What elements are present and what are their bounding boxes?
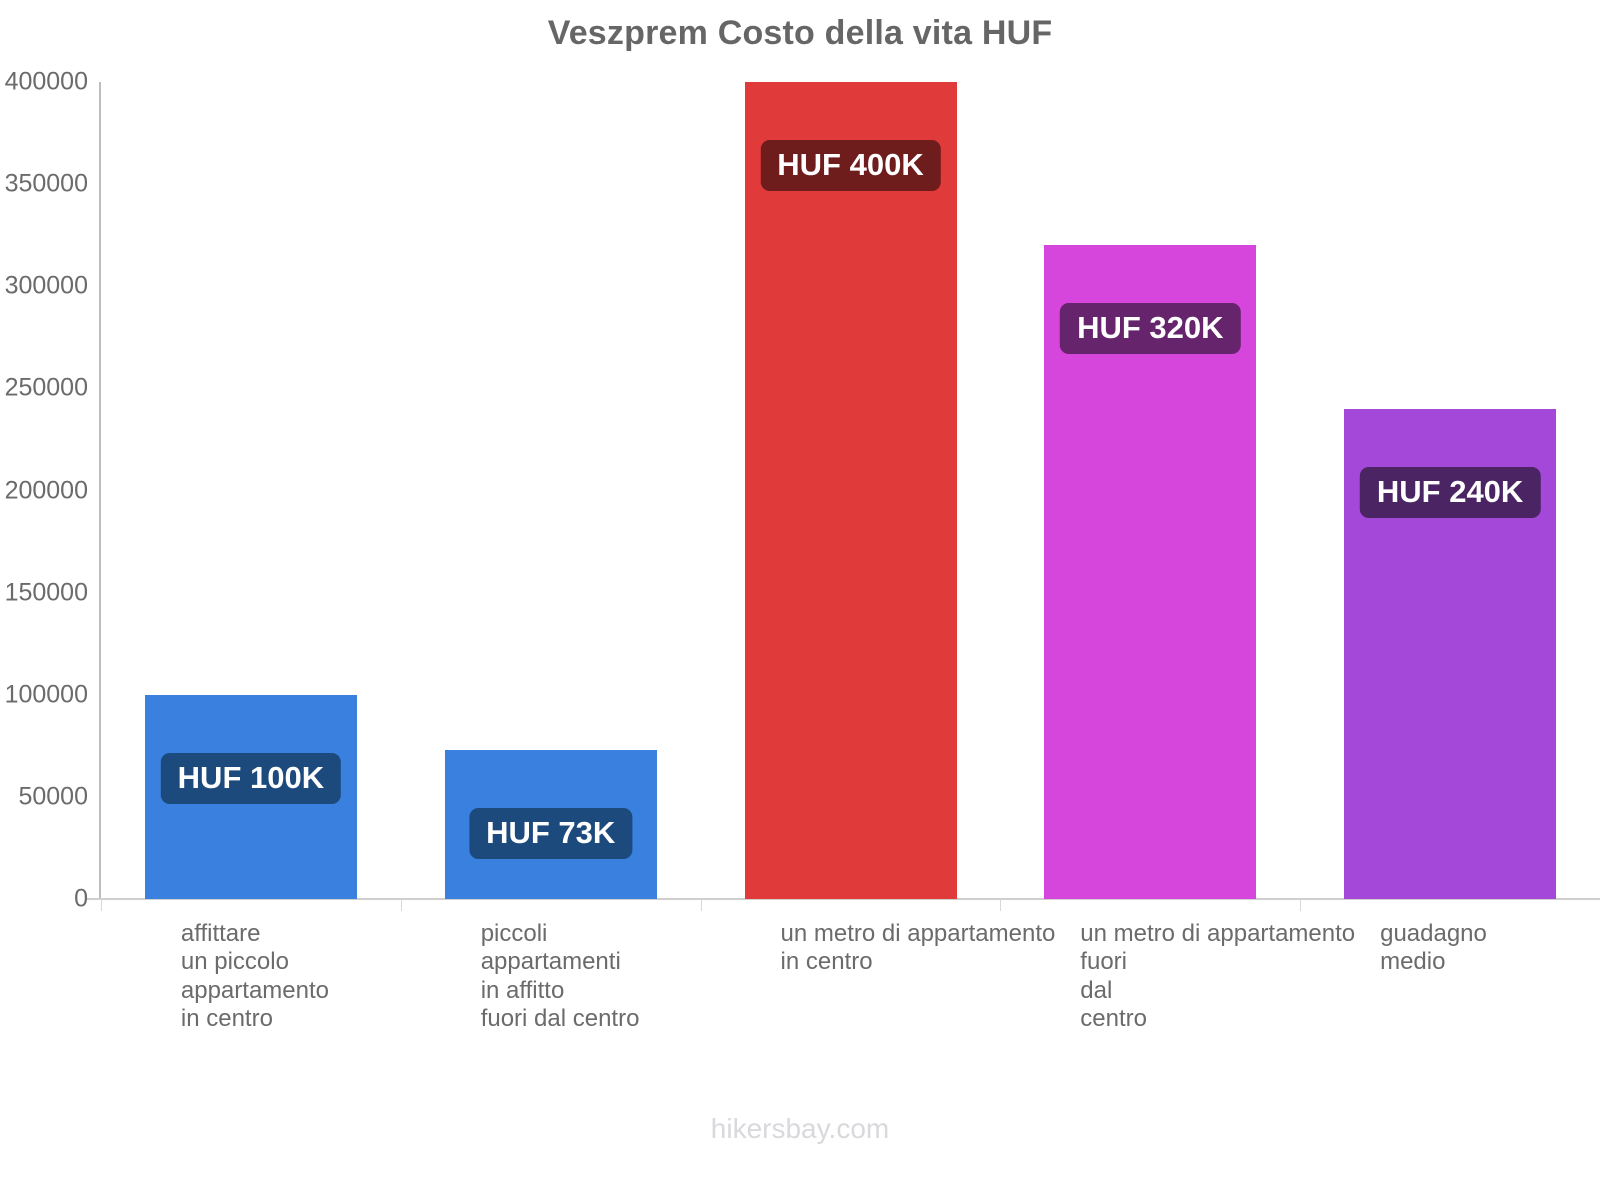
x-axis-tick: [1000, 899, 1002, 911]
site-watermark: hikersbay.com: [710, 1113, 890, 1144]
bar-value-label: HUF 240K: [1359, 466, 1541, 518]
x-axis-tick: [101, 899, 102, 911]
bar-value-label: HUF 400K: [760, 140, 941, 191]
x-axis-category-label: affittare un piccolo appartamento in cen…: [180, 920, 329, 1032]
y-axis-tick-label: 250000: [4, 373, 88, 402]
y-axis-tick-label: 350000: [4, 169, 88, 198]
bar[interactable]: [744, 82, 957, 899]
y-axis-tick-label: 0: [74, 884, 88, 913]
x-axis-category-label: guadagno medio: [1380, 920, 1487, 976]
x-axis-line: [85, 898, 1600, 900]
y-axis-line: [99, 82, 101, 899]
x-axis-tick: [700, 899, 702, 911]
y-axis-tick-label: 50000: [18, 782, 88, 811]
bar-value-label: HUF 100K: [160, 752, 342, 804]
chart-title: Veszprem Costo della vita HUF: [547, 14, 1053, 52]
bar-value-label: HUF 73K: [469, 807, 633, 859]
x-axis-tick: [1300, 899, 1302, 911]
y-axis-tick-label: 200000: [4, 476, 88, 504]
y-axis-tick-label: 150000: [4, 578, 88, 607]
x-axis-tick: [400, 899, 402, 911]
x-axis-category-label: un metro di appartamento in centro: [780, 920, 1056, 976]
x-axis-category-label: un metro di appartamento fuori dal centr…: [1080, 920, 1356, 1032]
y-axis-tick-label: 300000: [4, 271, 88, 300]
bar-value-label: HUF 320K: [1060, 303, 1241, 355]
y-axis-tick-label: 100000: [4, 680, 88, 709]
x-axis-category-label: piccoli appartamenti in affitto fuori da…: [480, 920, 640, 1032]
y-axis-tick-label: 400000: [4, 67, 88, 96]
